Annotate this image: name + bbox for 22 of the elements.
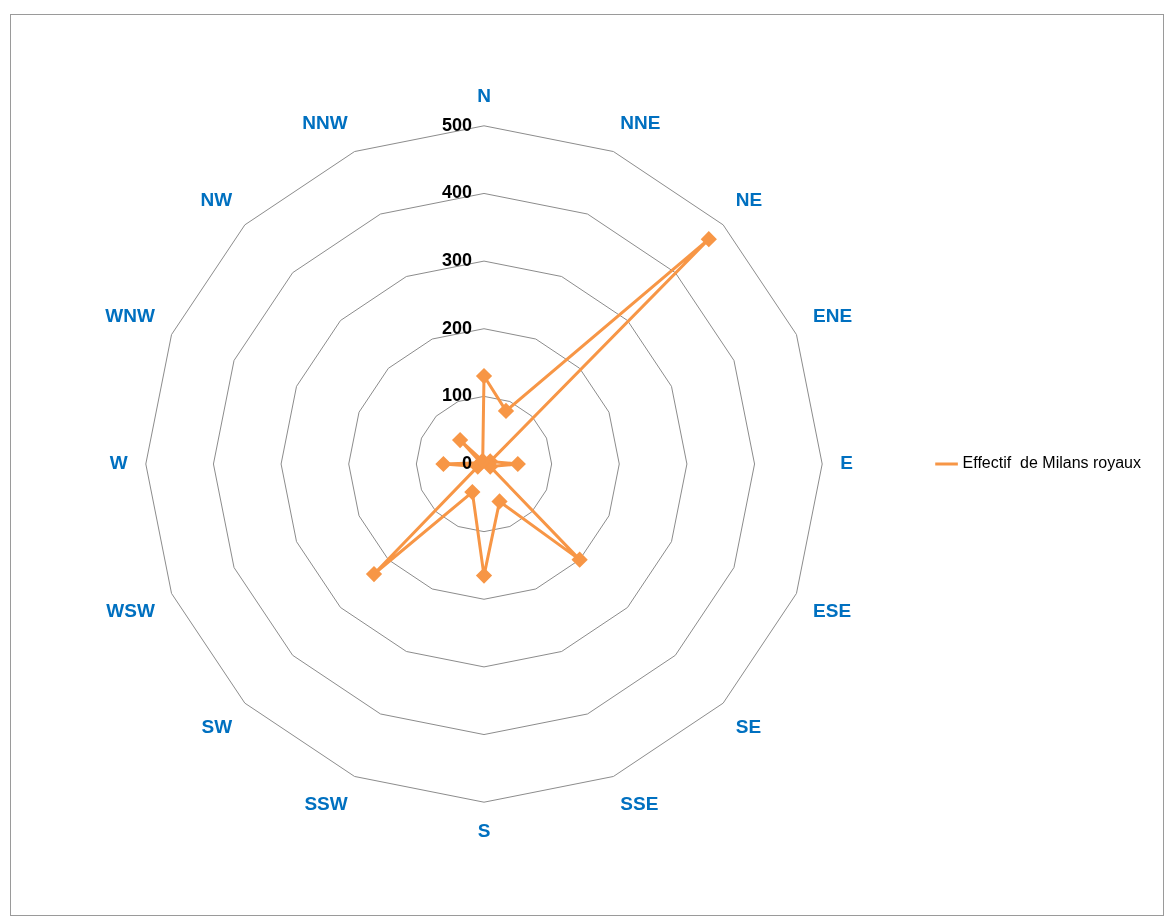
spoke-label: NE [735,188,763,210]
y-tick-label: 200 [441,317,472,338]
spoke-label: NNW [302,111,348,133]
spoke-label: SE [735,715,762,737]
spoke-label: ENE [813,304,853,326]
spoke-label: N [477,84,491,106]
y-tick-label: 400 [441,182,472,203]
legend-label: Effectif de Milans royaux [962,454,1141,472]
spoke-label: SSE [620,792,659,814]
spoke-label: S [477,819,491,841]
spoke-label: WNW [105,304,155,326]
spoke-label: SW [201,715,233,737]
spoke-label: WSW [106,599,155,621]
spoke-label: W [109,452,128,474]
spoke-label: E [840,452,853,474]
y-tick-label: 100 [441,385,472,406]
y-tick-label: 300 [441,250,472,271]
spoke-label: SSW [304,792,348,814]
spoke-label: ESE [813,599,852,621]
y-tick-label: 500 [441,114,472,135]
spoke-label: NNE [620,111,661,133]
spoke-label: NW [200,188,233,210]
